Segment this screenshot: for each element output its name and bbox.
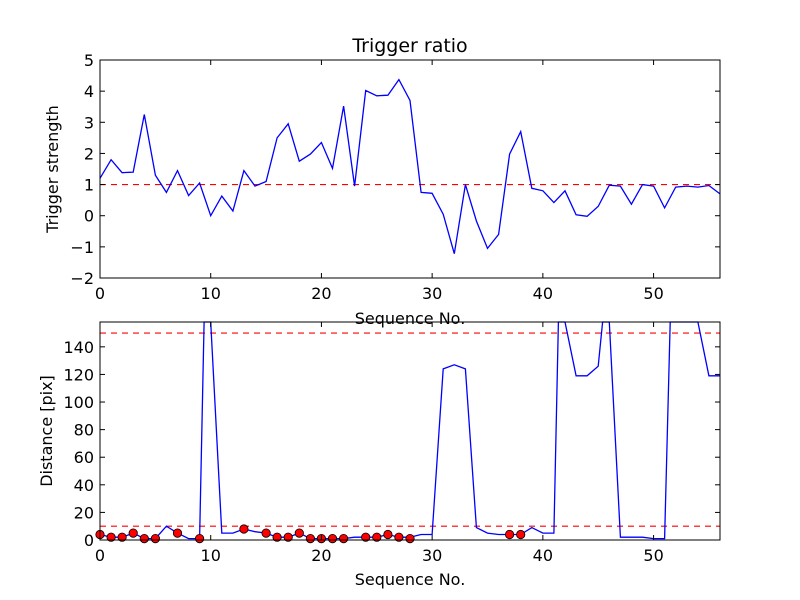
data-point-marker [261, 528, 271, 538]
data-point-marker [372, 532, 382, 542]
y-tick-label: 140 [63, 338, 94, 357]
data-point-marker [305, 533, 315, 544]
data-point-marker [239, 524, 249, 534]
x-tick-label: 30 [422, 284, 442, 303]
x-tick-label: 0 [95, 284, 105, 303]
y-tick-label: −2 [70, 269, 94, 288]
x-axis-title: Sequence No. [355, 309, 466, 328]
y-tick-label: 1 [84, 176, 94, 195]
data-point-marker [405, 533, 415, 544]
data-point-marker [394, 532, 404, 542]
x-tick-label: 40 [533, 284, 553, 303]
x-tick-label: 10 [201, 546, 221, 565]
y-tick-label: 2 [84, 144, 94, 163]
y-tick-label: 80 [74, 421, 94, 440]
x-tick-label: 10 [201, 284, 221, 303]
plot-frame [99, 59, 721, 279]
chart-trigger-ratio: Trigger ratio 0 10 20 30 40 50 −2 −1 0 1 2 3 4 5 Seq… [43, 35, 721, 328]
data-point-marker [150, 533, 160, 544]
data-point-marker [294, 528, 304, 538]
data-point-marker [383, 529, 393, 540]
data-point-marker [195, 533, 205, 544]
data-point-marker [106, 532, 116, 542]
data-point-marker [504, 529, 515, 540]
data-point-marker [139, 533, 149, 544]
chart-title: Trigger ratio [351, 35, 467, 57]
x-axis-title: Sequence No. [355, 570, 466, 589]
y-axis-title: Distance [pix] [37, 375, 56, 487]
y-tick-label: 0 [84, 531, 94, 550]
data-point-marker [272, 532, 282, 542]
plot-frame [99, 321, 721, 541]
x-tick-label: 40 [533, 546, 553, 565]
y-tick-label: 4 [84, 82, 94, 101]
data-point-marker [283, 532, 293, 542]
x-tick-label: 20 [311, 284, 331, 303]
y-tick-label: −1 [70, 238, 94, 257]
y-tick-label: 3 [84, 113, 94, 132]
x-tick-label: 0 [95, 546, 105, 565]
x-tick-label: 30 [422, 546, 442, 565]
data-point-marker [172, 528, 183, 538]
y-tick-label: 60 [74, 448, 94, 467]
chart-distance: 0 10 20 30 40 50 0 20 40 60 80 100 120 140 Sequence … [37, 321, 721, 589]
y-tick-label: 100 [63, 393, 94, 412]
y-tick-label: 120 [63, 365, 94, 384]
data-point-marker [327, 533, 338, 544]
data-point-marker [338, 533, 349, 544]
x-tick-label: 50 [643, 546, 663, 565]
data-point-marker [516, 529, 526, 540]
data-point-marker [117, 532, 127, 542]
y-tick-label: 20 [74, 503, 94, 522]
y-tick-label: 0 [84, 207, 94, 226]
y-tick-label: 5 [84, 51, 94, 70]
series-line [99, 78, 721, 254]
x-tick-label: 20 [311, 546, 331, 565]
x-tick-label: 50 [643, 284, 663, 303]
y-axis-title: Trigger strength [43, 105, 62, 234]
data-point-marker [361, 532, 371, 542]
data-point-marker [128, 528, 138, 538]
y-tick-label: 40 [74, 476, 94, 495]
